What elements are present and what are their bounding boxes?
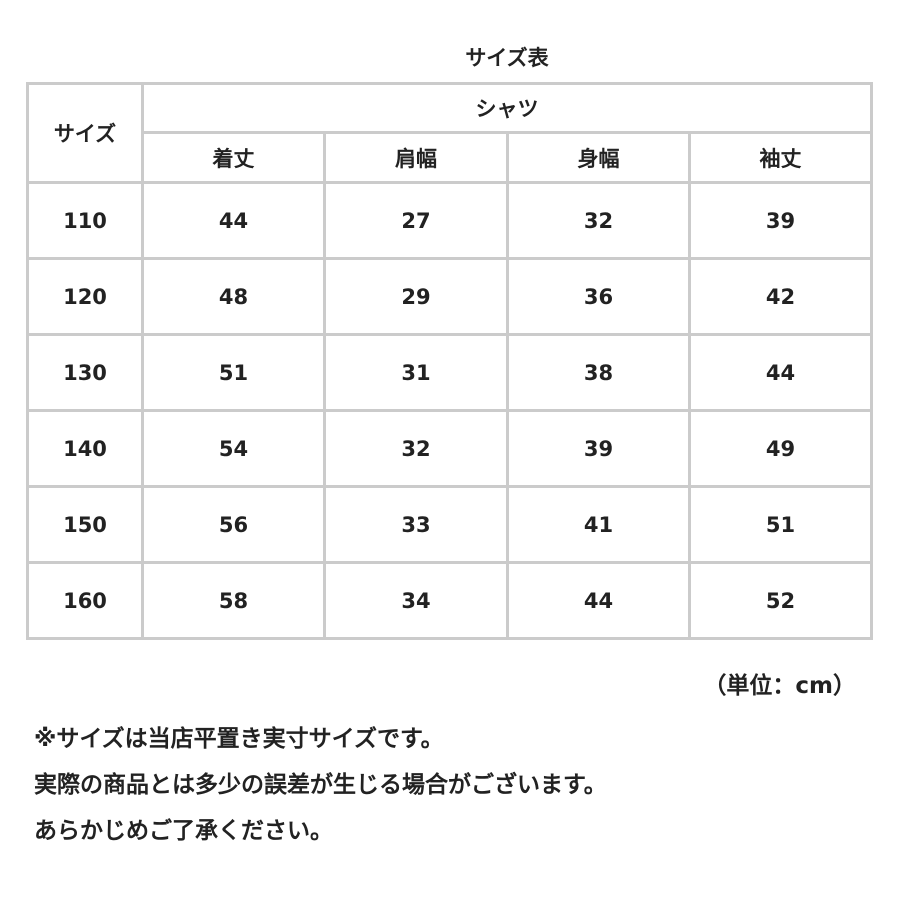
size-cell: 140 [26,409,144,488]
table-row: 130 51 31 38 44 [26,333,873,412]
value-cell: 36 [506,257,691,336]
value-cell: 33 [323,485,509,564]
column-header-row: 着丈 肩幅 身幅 袖丈 [28,131,873,184]
column-header: 身幅 [506,131,691,184]
value-cell: 44 [141,181,326,260]
value-cell: 38 [506,333,691,412]
unit-label: （単位：cm） [703,673,856,699]
table-row: 160 58 34 44 52 [26,561,873,640]
value-cell: 48 [141,257,326,336]
size-cell: 130 [26,333,144,412]
value-cell: 44 [506,561,691,640]
value-cell: 29 [323,257,509,336]
value-cell: 27 [323,181,509,260]
value-cell: 41 [506,485,691,564]
size-cell: 160 [26,561,144,640]
value-cell: 56 [141,485,326,564]
column-header: 肩幅 [323,131,509,184]
note-line: ※サイズは当店平置き実寸サイズです。 [34,726,444,752]
value-cell: 34 [323,561,509,640]
value-cell: 32 [323,409,509,488]
table-row: 120 48 29 36 42 [26,257,873,336]
note-line: 実際の商品とは多少の誤差が生じる場合がございます。 [34,772,607,798]
column-header: 袖丈 [688,131,873,184]
value-cell: 52 [688,561,873,640]
value-cell: 51 [141,333,326,412]
table-row: 140 54 32 39 49 [26,409,873,488]
note-line: あらかじめご了承ください。 [34,818,333,844]
value-cell: 31 [323,333,509,412]
notes: ※サイズは当店平置き実寸サイズです。 実際の商品とは多少の誤差が生じる場合がござ… [34,716,607,854]
shirt-group-header: シャツ [141,82,873,134]
value-cell: 44 [688,333,873,412]
size-cell: 150 [26,485,144,564]
value-cell: 39 [506,409,691,488]
table-row: 150 56 33 41 51 [26,485,873,564]
size-cell: 110 [26,181,144,260]
column-header: 着丈 [141,131,326,184]
size-cell: 120 [26,257,144,336]
table-row: 110 44 27 32 39 [26,181,873,260]
value-cell: 32 [506,181,691,260]
value-cell: 39 [688,181,873,260]
size-header: サイズ [26,82,144,184]
value-cell: 49 [688,409,873,488]
value-cell: 54 [141,409,326,488]
value-cell: 51 [688,485,873,564]
size-table: サイズ シャツ 着丈 肩幅 身幅 袖丈 110 44 27 32 39 120 48 29 36… [26,82,873,640]
value-cell: 58 [141,561,326,640]
value-cell: 42 [688,257,873,336]
header-row: サイズ シャツ [26,82,873,184]
page-title: サイズ表 [465,46,549,70]
